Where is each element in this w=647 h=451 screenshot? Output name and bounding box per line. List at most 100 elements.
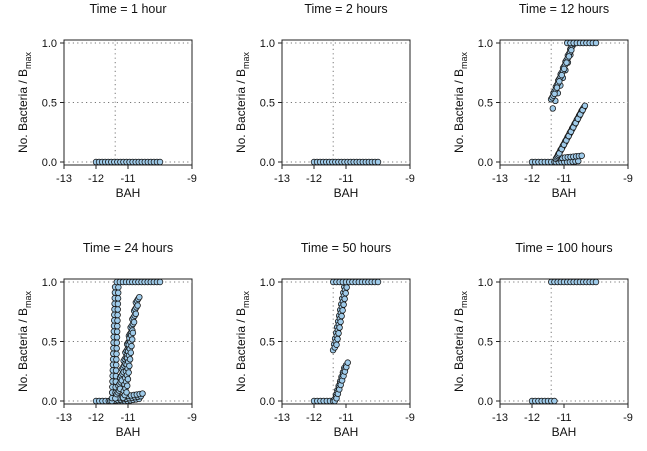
- chart-panel-6: Time = 100 hours 0.0 0.5 1.0 -13 -12 -11 -9 BAH N…: [452, 241, 633, 439]
- x-tick-label: -12: [306, 173, 322, 185]
- data-point: [136, 293, 143, 301]
- x-tick-label: -11: [120, 173, 135, 185]
- x-axis-label: BAH: [116, 425, 141, 439]
- plot-frame: [499, 278, 629, 405]
- data-point: [558, 71, 565, 79]
- data-point: [156, 158, 164, 166]
- chart-panel-4: Time = 24 hours 0.0 0.5 1.0 -13 -12 -11 -9 BAH No…: [16, 241, 197, 439]
- chart-title: Time = 24 hours: [83, 241, 173, 255]
- y-axis-label: No. Bacteria / Bmax: [16, 290, 33, 392]
- y-axis-label: No. Bacteria / Bmax: [452, 51, 469, 153]
- data-point: [113, 339, 121, 346]
- data-point: [134, 302, 141, 309]
- data-point: [374, 158, 382, 166]
- x-tick-label: -12: [88, 173, 104, 185]
- x-tick-label: -9: [187, 173, 197, 185]
- data-point: [565, 53, 573, 60]
- chart-panel-5: Time = 50 hours 0.0 0.5 1.0 -13 -12 -11 -9 BAH No…: [234, 241, 415, 439]
- y-tick-label: 0.5: [260, 98, 275, 110]
- x-tick-label: -11: [556, 412, 571, 424]
- x-tick-label: -12: [524, 173, 540, 185]
- chart-title: Time = 100 hours: [515, 241, 612, 255]
- y-tick-label: 1.0: [260, 277, 275, 289]
- x-tick-label: -9: [623, 412, 633, 424]
- data-point: [344, 359, 351, 366]
- y-axis-label: No. Bacteria / Bmax: [452, 290, 469, 392]
- data-point: [592, 39, 600, 47]
- data-point: [128, 342, 135, 350]
- y-tick-label: 0.0: [42, 157, 57, 169]
- data-point: [112, 367, 120, 374]
- y-axis-label: No. Bacteria / Bmax: [234, 290, 251, 392]
- y-axis-label: No. Bacteria / Bmax: [234, 51, 251, 153]
- data-point: [342, 289, 349, 297]
- chart-title: Time = 50 hours: [301, 241, 391, 255]
- x-tick-label: -9: [405, 412, 415, 424]
- x-axis-label: BAH: [334, 425, 359, 439]
- data-point: [130, 318, 138, 326]
- x-tick-label: -13: [56, 412, 72, 424]
- data-point: [592, 278, 600, 286]
- x-tick-label: -9: [187, 412, 197, 424]
- data-point: [113, 345, 120, 352]
- y-tick-label: 0.0: [478, 157, 493, 169]
- y-tick-label: 0.5: [42, 98, 57, 110]
- data-point: [563, 59, 570, 66]
- y-tick-label: 0.5: [478, 337, 493, 349]
- x-tick-label: -12: [524, 412, 540, 424]
- data-point: [124, 375, 132, 383]
- x-tick-label: -13: [492, 412, 508, 424]
- data-point: [115, 289, 122, 297]
- x-tick-label: -13: [274, 173, 290, 185]
- data-point: [115, 284, 122, 291]
- data-point: [338, 312, 345, 320]
- chart-panel-1: Time = 1 hour 0.0 0.5 1.0 -13 -12 -11 -9 BAH No. …: [16, 2, 197, 200]
- data-point: [156, 278, 164, 286]
- x-axis-label: BAH: [552, 186, 577, 200]
- x-tick-label: -12: [88, 412, 104, 424]
- data-point: [123, 389, 130, 396]
- x-axis-label: BAH: [552, 425, 577, 439]
- data-point: [568, 46, 575, 54]
- data-point: [113, 350, 120, 358]
- data-point: [333, 341, 340, 348]
- x-tick-label: -9: [405, 173, 415, 185]
- data-point: [551, 90, 558, 98]
- data-points: [528, 39, 600, 166]
- data-point: [340, 301, 347, 308]
- data-point: [343, 284, 350, 291]
- data-point: [578, 152, 585, 159]
- chart-title: Time = 12 hours: [519, 2, 609, 16]
- plot-frame: [63, 39, 193, 166]
- data-point: [129, 336, 136, 343]
- data-point: [126, 362, 133, 370]
- data-point: [581, 102, 589, 109]
- data-points: [528, 278, 600, 405]
- y-tick-label: 1.0: [260, 38, 275, 50]
- data-point: [337, 318, 344, 326]
- data-point: [114, 295, 122, 302]
- y-tick-label: 1.0: [478, 277, 493, 289]
- x-tick-label: -9: [623, 173, 633, 185]
- data-point: [336, 324, 343, 331]
- data-point: [127, 349, 134, 356]
- y-tick-label: 1.0: [478, 38, 493, 50]
- y-tick-label: 1.0: [42, 277, 57, 289]
- data-point: [114, 322, 121, 330]
- y-tick-label: 0.0: [42, 396, 57, 408]
- y-tick-label: 0.5: [42, 337, 57, 349]
- data-point: [113, 361, 120, 369]
- x-tick-label: -11: [338, 412, 353, 424]
- y-tick-label: 1.0: [42, 38, 57, 50]
- data-point: [113, 356, 120, 363]
- data-point: [334, 335, 341, 343]
- x-tick-label: -13: [492, 173, 508, 185]
- data-points: [92, 278, 164, 405]
- data-point: [553, 84, 561, 91]
- y-axis-label: No. Bacteria / Bmax: [16, 51, 33, 153]
- x-tick-label: -12: [306, 412, 322, 424]
- x-tick-label: -11: [556, 173, 571, 185]
- data-point: [139, 390, 146, 397]
- x-tick-label: -11: [338, 173, 353, 185]
